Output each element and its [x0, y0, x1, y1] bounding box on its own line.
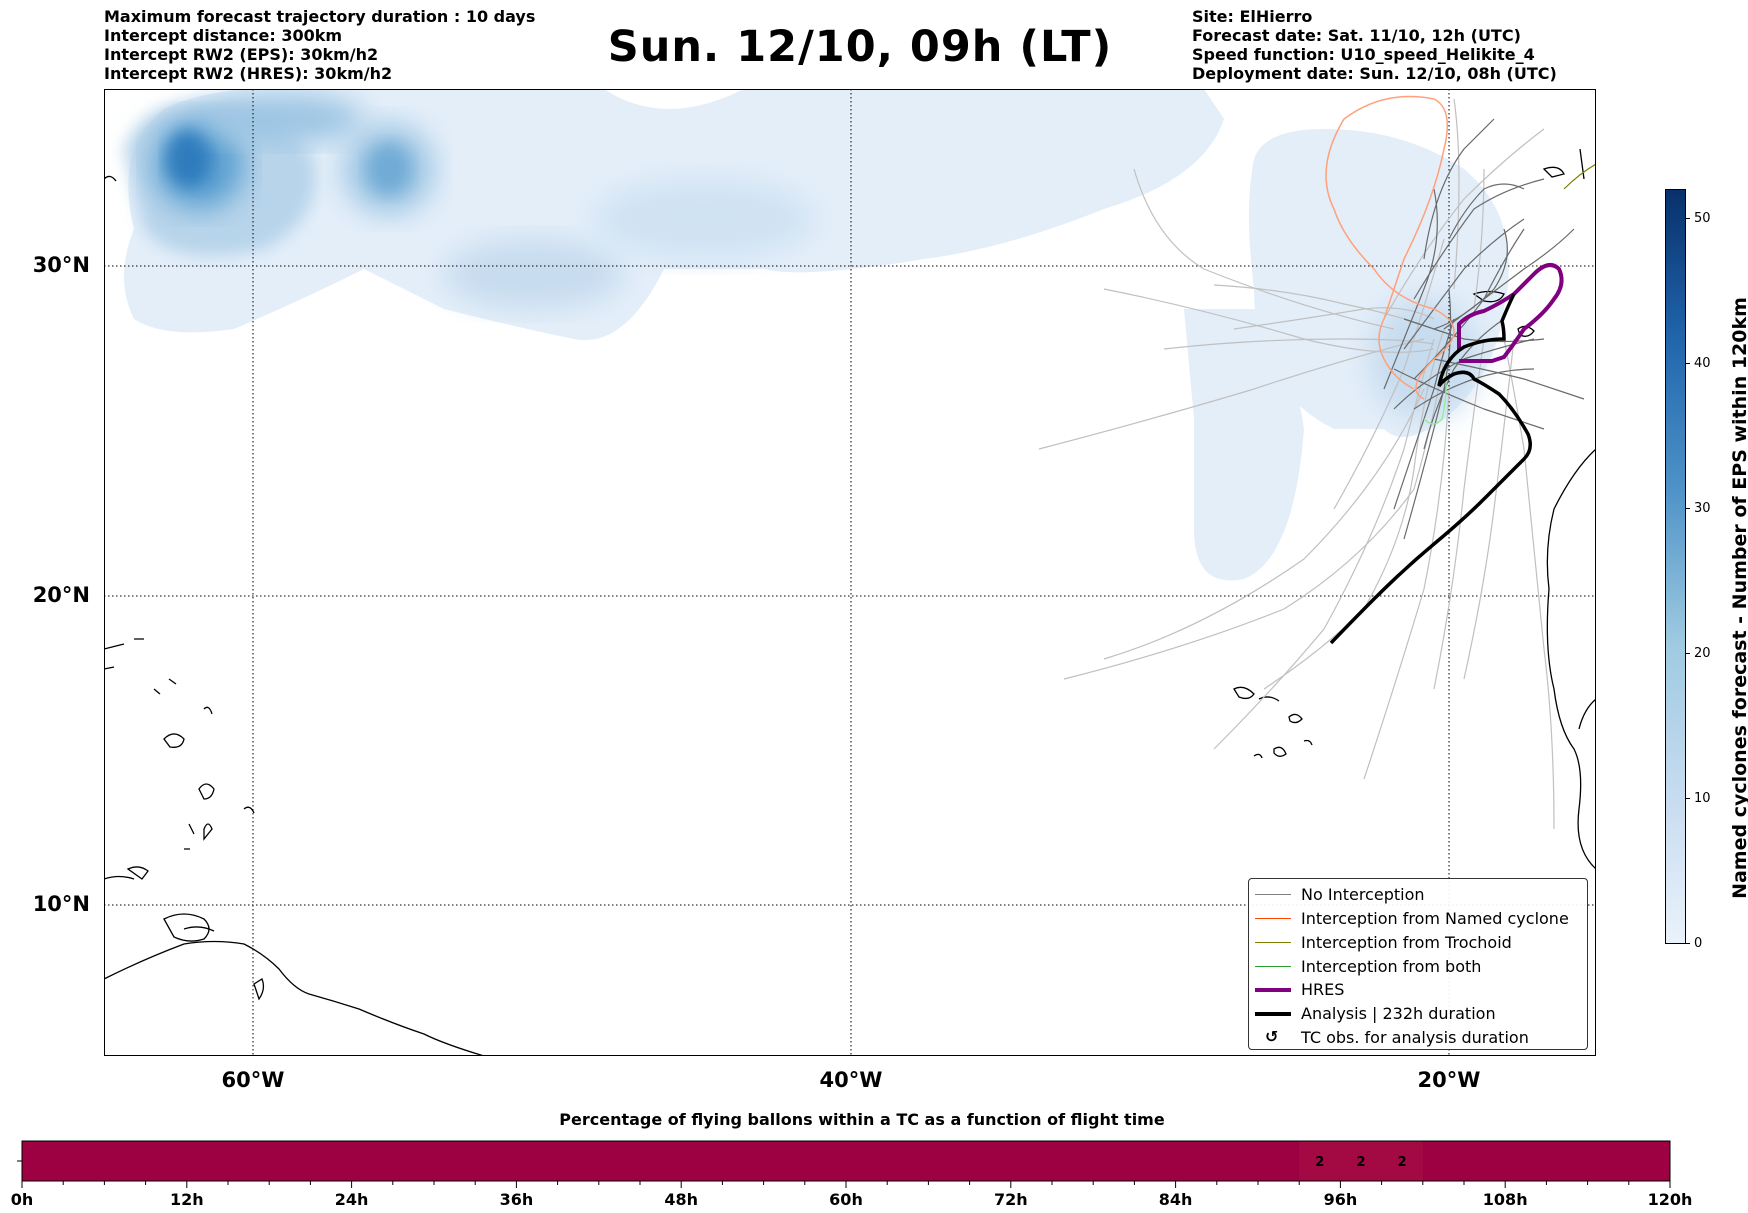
legend-label: Analysis | 232h duration: [1301, 1004, 1496, 1023]
time-label: 72h: [993, 1190, 1028, 1209]
bar-background: [21, 1140, 1671, 1182]
legend-swatch: [1255, 894, 1291, 895]
tc-obs-icon: ↺: [1265, 1027, 1279, 1046]
legend-label: Interception from both: [1301, 957, 1482, 976]
legend-swatch: [1255, 966, 1291, 967]
trajectories-no-interception: [1038, 98, 1585, 830]
header-right: Site: ElHierro Forecast date: Sat. 11/10…: [1192, 7, 1557, 83]
time-label: 12h: [169, 1190, 204, 1209]
time-label: 48h: [664, 1190, 699, 1209]
lat-label-20: 20°N: [32, 583, 90, 607]
bar-cell: [1381, 1141, 1423, 1181]
legend-label: HRES: [1301, 980, 1345, 999]
colorbar-ticks: [1685, 218, 1690, 944]
coastlines: [104, 148, 1596, 1056]
legend-item-no-interception: No Interception: [1249, 884, 1585, 906]
legend-item-named-cyclone: Interception from Named cyclone: [1249, 908, 1585, 930]
trajectory-both: [1423, 368, 1447, 425]
map-gridlines: [104, 89, 1596, 1056]
colorbar-tick-label: 0: [1694, 935, 1703, 951]
legend-label: Interception from Named cyclone: [1301, 909, 1569, 928]
legend-item-tc-obs: ↺ TC obs. for analysis duration: [1249, 1027, 1585, 1049]
header-site: Site: ElHierro: [1192, 7, 1313, 26]
page-title: Sun. 12/10, 09h (LT): [607, 22, 1113, 72]
header-intercept-distance: Intercept distance: 300km: [104, 26, 343, 45]
header-left: Maximum forecast trajectory duration : 1…: [104, 7, 535, 83]
bottom-bar-title: Percentage of flying ballons within a TC…: [559, 1110, 1165, 1129]
time-label: 120h: [1647, 1190, 1693, 1209]
trajectory-trochoid: [1563, 163, 1596, 190]
bar-cell-value: 2: [1356, 1155, 1365, 1170]
header-forecast-date: Forecast date: Sat. 11/10, 12h (UTC): [1192, 26, 1521, 45]
bar-cell: [1340, 1141, 1382, 1181]
time-label: 96h: [1323, 1190, 1358, 1209]
map-legend: No Interception Interception from Named …: [1248, 878, 1588, 1050]
map-panel: [104, 89, 1596, 1056]
legend-swatch: [1255, 1012, 1291, 1016]
trajectory-analysis: [1329, 293, 1532, 645]
colorbar-tick-label: 20: [1694, 645, 1711, 661]
header-speed-function: Speed function: U10_speed_Helikite_4: [1192, 45, 1535, 64]
time-label: 36h: [499, 1190, 534, 1209]
bar-cell-value: 2: [1398, 1155, 1407, 1170]
colorbar-tick-label: 40: [1694, 355, 1711, 371]
legend-item-both: Interception from both: [1249, 956, 1585, 978]
time-label: 84h: [1158, 1190, 1193, 1209]
legend-item-analysis: Analysis | 232h duration: [1249, 1003, 1585, 1025]
legend-label: Interception from Trochoid: [1301, 933, 1512, 952]
lon-label-20w: 20°W: [1417, 1068, 1481, 1092]
legend-label: No Interception: [1301, 885, 1425, 904]
bar-cell-value: 2: [1315, 1155, 1324, 1170]
lon-label-40w: 40°W: [819, 1068, 883, 1092]
legend-swatch: [1255, 988, 1291, 992]
colorbar-title: Named cyclones forecast - Number of EPS …: [1729, 297, 1748, 899]
legend-swatch: [1255, 918, 1291, 919]
bar-cell: [1299, 1141, 1341, 1181]
colorbar-tick-label: 50: [1694, 210, 1711, 226]
colorbar-tick-label: 10: [1694, 790, 1711, 806]
lat-label-10: 10°N: [32, 892, 90, 916]
trajectory-named-cyclone: [1325, 95, 1455, 400]
header-duration: Maximum forecast trajectory duration : 1…: [104, 7, 536, 26]
colorbar-tick-label: 30: [1694, 500, 1711, 516]
time-label: 0h: [10, 1190, 34, 1209]
colorbar-gradient: [1665, 189, 1686, 944]
colorbar: [1665, 189, 1690, 944]
header-intercept-hres: Intercept RW2 (HRES): 30km/h2: [104, 64, 393, 83]
tc-percentage-bar: 2 2 2: [17, 1140, 1671, 1188]
legend-swatch: [1255, 942, 1291, 943]
header-deployment-date: Deployment date: Sun. 12/10, 08h (UTC): [1192, 64, 1557, 83]
time-label: 60h: [829, 1190, 863, 1209]
lat-label-30: 30°N: [32, 253, 90, 277]
lon-label-60w: 60°W: [221, 1068, 285, 1092]
header-intercept-eps: Intercept RW2 (EPS): 30km/h2: [104, 45, 379, 64]
legend-item-trochoid: Interception from Trochoid: [1249, 932, 1585, 954]
time-label: 24h: [334, 1190, 369, 1209]
time-label: 108h: [1482, 1190, 1528, 1209]
cyclone-density-field: [124, 89, 1509, 581]
trajectory-hres: [1457, 263, 1564, 363]
legend-item-hres: HRES: [1249, 979, 1585, 1001]
legend-label: TC obs. for analysis duration: [1301, 1028, 1529, 1047]
